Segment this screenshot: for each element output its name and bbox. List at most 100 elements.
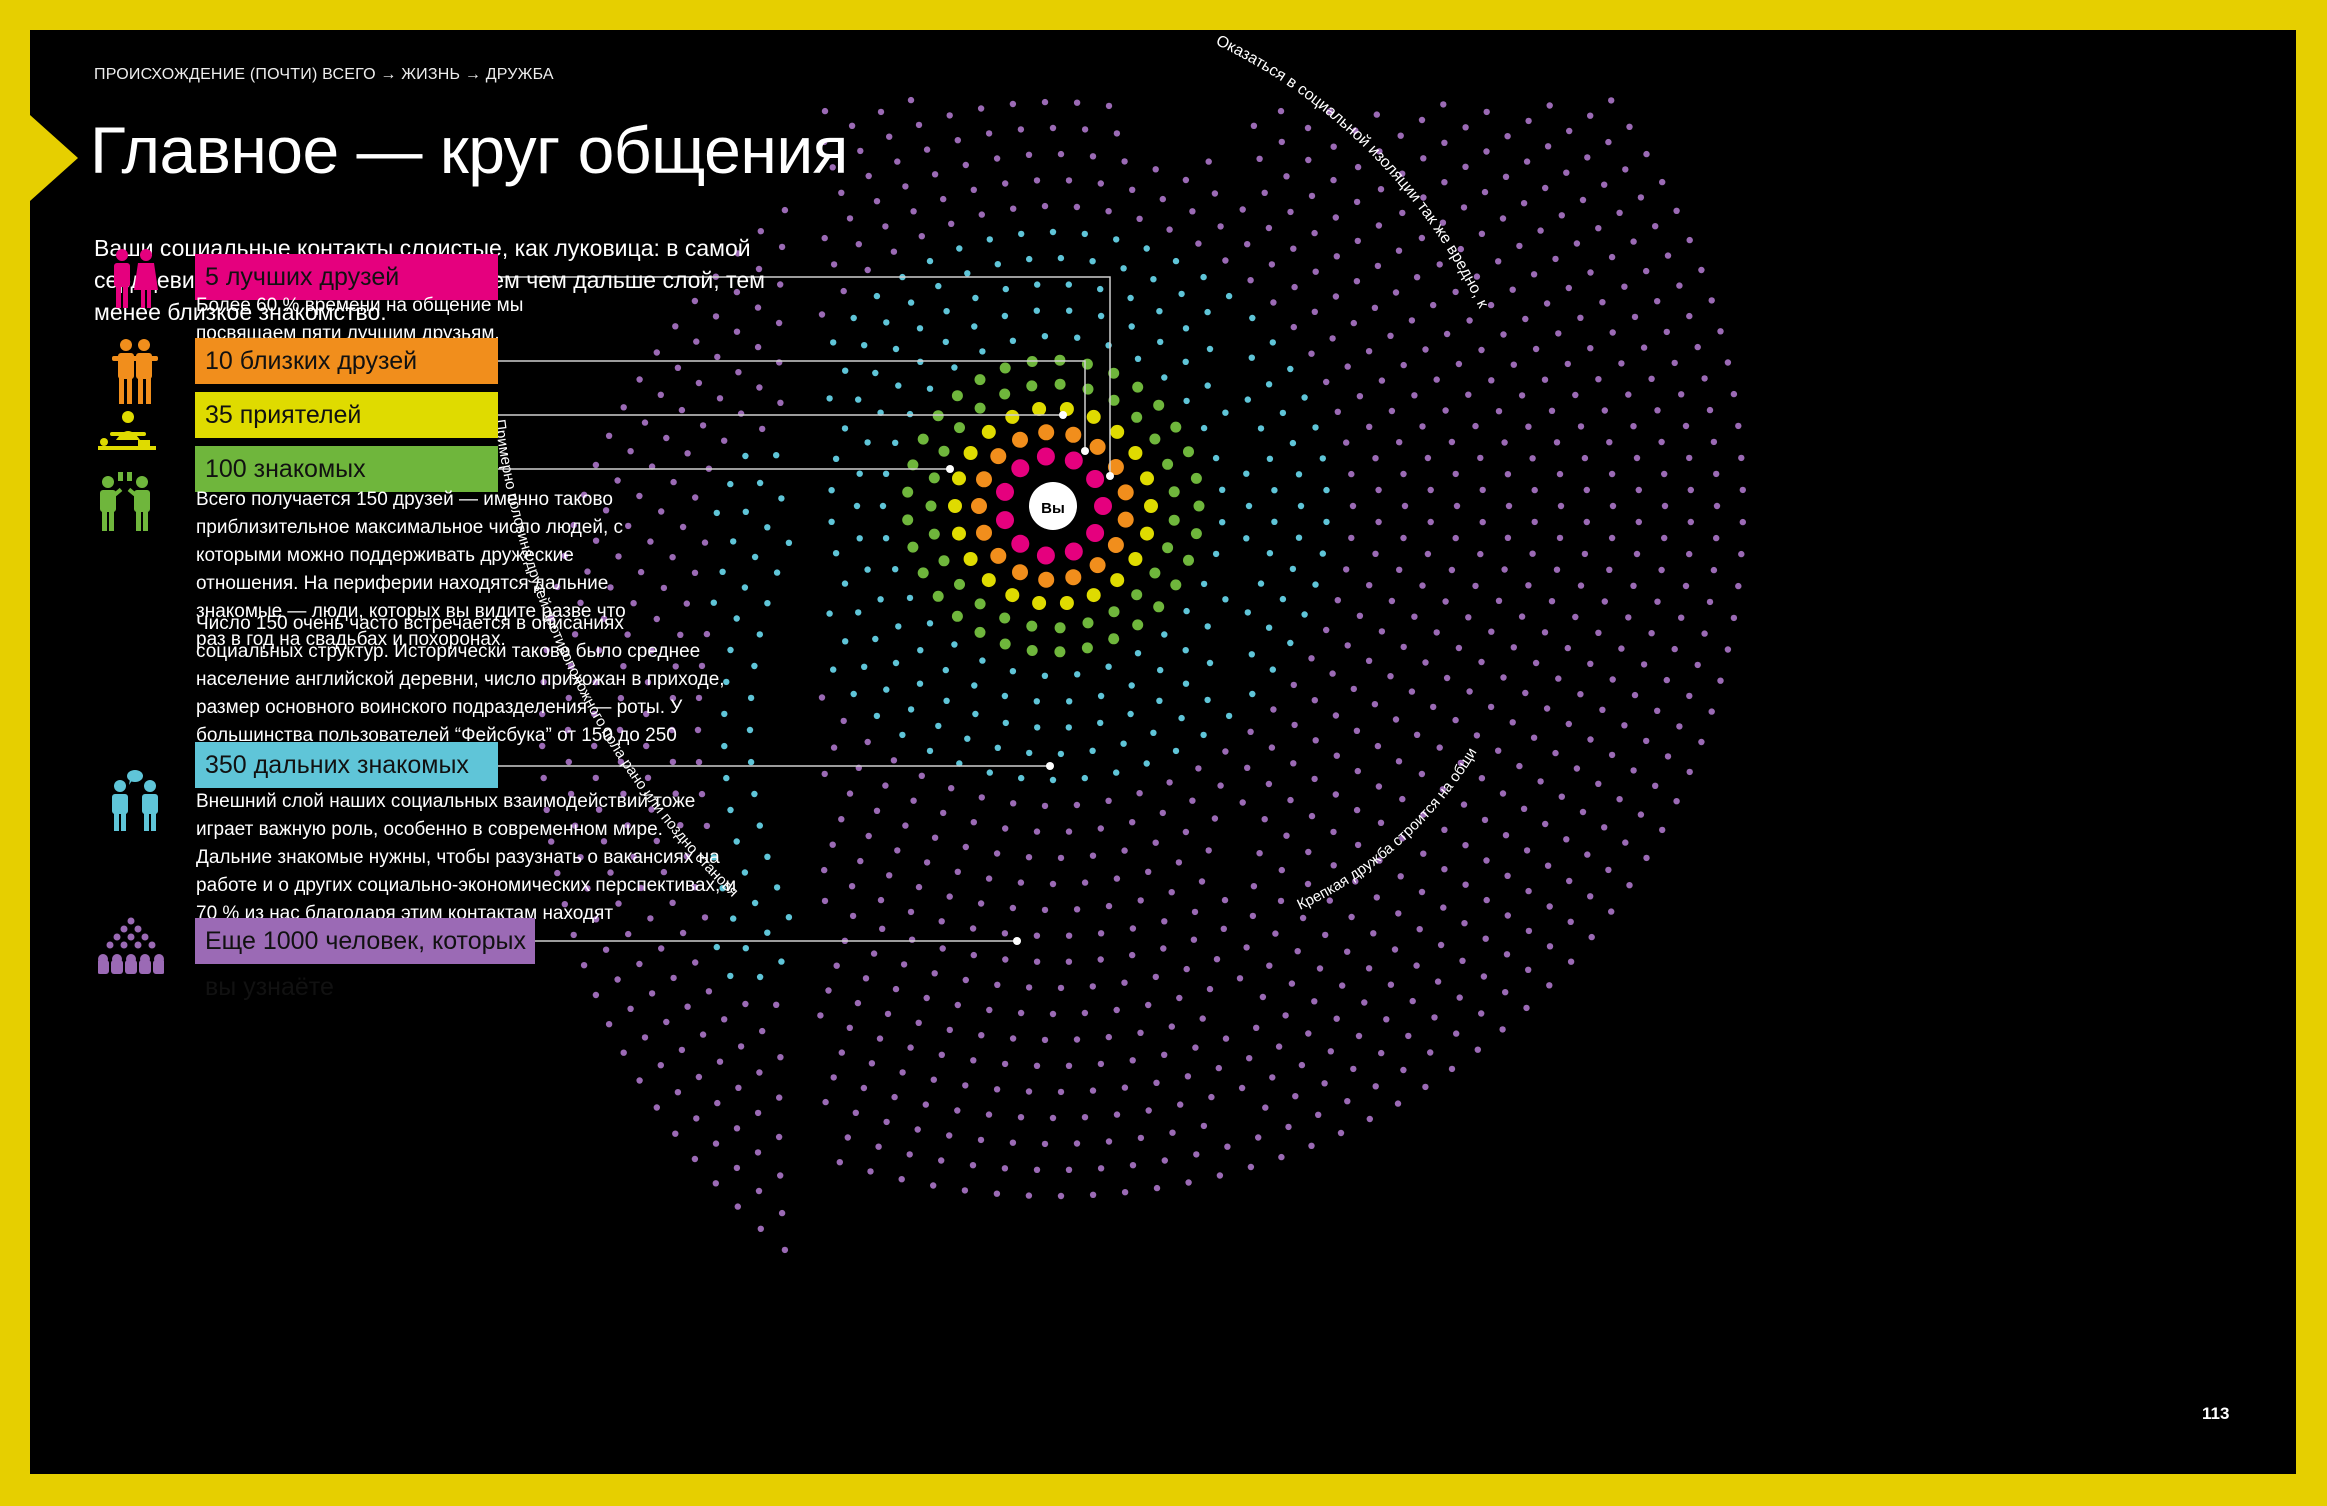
- person-dot: [1344, 363, 1351, 370]
- person-dot: [1097, 719, 1104, 727]
- person-dot: [1049, 1010, 1057, 1018]
- person-dot: [1388, 407, 1396, 415]
- person-dot: [939, 945, 946, 952]
- person-dot: [1236, 975, 1244, 982]
- person-dot: [1525, 927, 1533, 935]
- person-dot: [1200, 424, 1208, 432]
- person-dot: [1034, 724, 1041, 731]
- person-dot: [1730, 390, 1738, 398]
- person-dot: [974, 626, 986, 638]
- person-dot: [1066, 698, 1073, 705]
- person-dot: [1081, 879, 1089, 886]
- person-dot: [1483, 896, 1490, 904]
- person-dot: [1566, 877, 1573, 885]
- person-dot: [1396, 566, 1403, 573]
- person-dot: [954, 868, 961, 875]
- person-dot: [906, 410, 914, 418]
- person-dot: [1372, 1083, 1379, 1090]
- person-dot: [1170, 579, 1182, 591]
- person-dot: [1089, 153, 1097, 160]
- person-dot: [926, 257, 934, 265]
- person-dot: [1238, 1084, 1246, 1092]
- person-dot: [906, 594, 914, 602]
- person-dot: [879, 502, 887, 510]
- person-dot: [1330, 862, 1337, 869]
- person-dot: [1422, 659, 1429, 666]
- person-dot: [1089, 1191, 1097, 1199]
- person-dot: [1501, 439, 1508, 446]
- person-dot: [1192, 1044, 1199, 1051]
- person-dot: [1502, 832, 1510, 839]
- person-dot: [841, 425, 849, 432]
- person-dot: [970, 819, 977, 826]
- person-dot: [1054, 354, 1066, 366]
- person-dot: [624, 631, 631, 638]
- leader-line: [498, 276, 1111, 476]
- person-dot: [751, 790, 758, 798]
- person-dot: [1483, 108, 1490, 116]
- person-dot: [1648, 375, 1655, 382]
- person-dot: [1654, 598, 1661, 605]
- person-dot: [1287, 365, 1294, 373]
- person-dot: [1427, 1049, 1434, 1056]
- person-dot: [1694, 661, 1701, 669]
- person-dot: [846, 215, 854, 222]
- person-dot: [615, 553, 622, 560]
- person-dot: [1654, 707, 1661, 714]
- person-dot: [691, 569, 699, 576]
- person-dot: [915, 121, 923, 129]
- person-dot: [821, 897, 829, 905]
- person-dot: [1132, 381, 1144, 393]
- person-dot: [679, 523, 687, 531]
- person-dot: [577, 599, 584, 606]
- person-dot: [971, 682, 978, 689]
- person-dot: [1289, 439, 1297, 447]
- person-dot: [1557, 502, 1565, 510]
- person-dot: [1395, 758, 1403, 765]
- person-dot: [1587, 345, 1594, 352]
- person-dot: [830, 261, 838, 268]
- person-dot: [1134, 355, 1142, 362]
- person-dot: [1708, 708, 1715, 715]
- person-dot: [1283, 832, 1290, 839]
- person-dot: [1376, 148, 1383, 155]
- person-dot: [954, 1107, 961, 1114]
- person-dot: [1275, 1043, 1283, 1050]
- person-dot: [1243, 470, 1250, 477]
- person-dot: [829, 841, 836, 848]
- person-dot: [1195, 765, 1202, 772]
- person-dot: [1145, 1001, 1152, 1009]
- person-dot: [672, 663, 679, 670]
- person-dot: [892, 985, 900, 993]
- person-dot: [1105, 1033, 1113, 1041]
- person-dot: [974, 374, 986, 386]
- person-dot: [1530, 734, 1538, 741]
- person-dot: [1419, 423, 1426, 430]
- person-dot: [672, 323, 679, 330]
- person-dot: [962, 161, 969, 169]
- person-dot: [1097, 180, 1105, 187]
- person-dot: [1304, 124, 1312, 132]
- person-dot: [1375, 783, 1383, 790]
- person-dot: [1182, 176, 1190, 184]
- person-dot: [620, 404, 627, 411]
- person-dot: [751, 899, 759, 907]
- person-dot: [1295, 471, 1303, 478]
- person-dot: [1152, 839, 1159, 846]
- person-dot: [1105, 208, 1112, 215]
- person-dot: [561, 552, 568, 559]
- person-dot: [1212, 454, 1220, 462]
- person-dot: [894, 158, 901, 165]
- person-dot: [1105, 663, 1112, 670]
- person-dot: [898, 1176, 905, 1183]
- person-dot: [1365, 657, 1373, 664]
- person-dot: [607, 584, 614, 591]
- person-dot: [1556, 534, 1564, 542]
- person-dot: [1495, 597, 1503, 604]
- person-dot: [778, 243, 786, 251]
- person-dot: [1652, 782, 1659, 789]
- person-dot: [595, 647, 603, 654]
- person-dot: [567, 662, 575, 670]
- person-dot: [1343, 566, 1350, 573]
- person-dot: [669, 758, 677, 766]
